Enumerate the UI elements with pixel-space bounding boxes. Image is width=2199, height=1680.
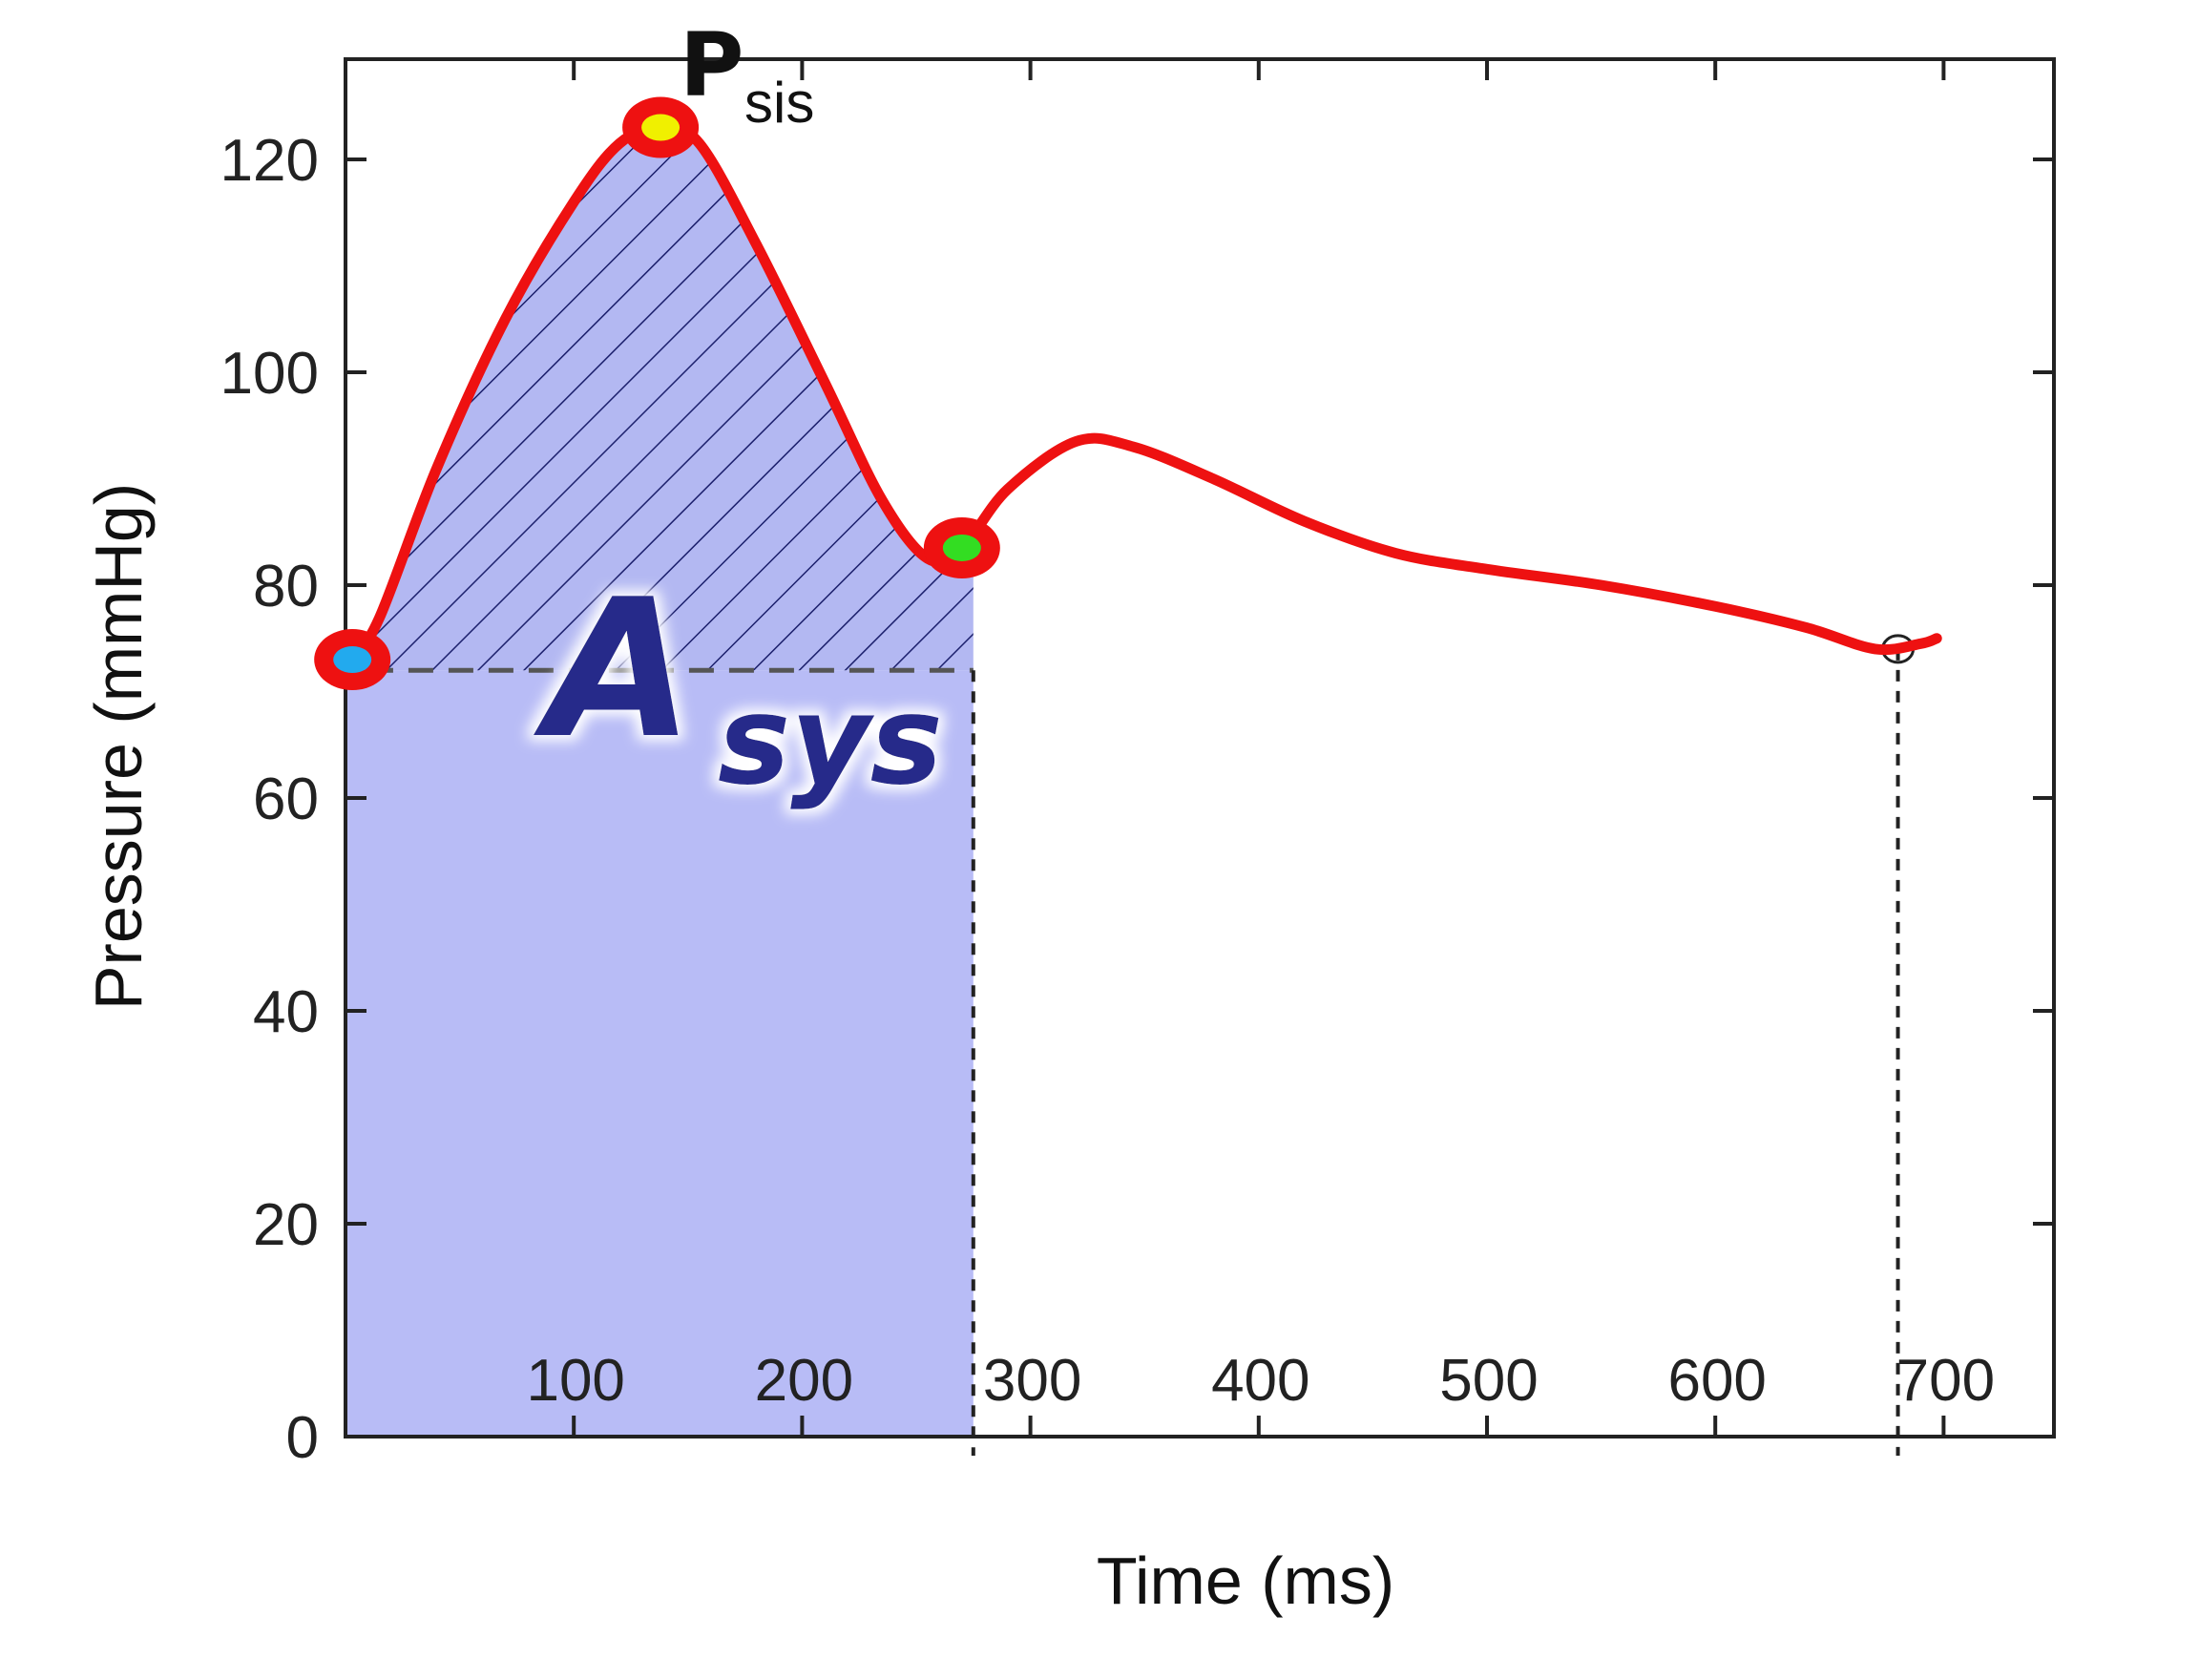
- y-tick-label: 20: [253, 1192, 319, 1258]
- x-axis-ticks: 100 200 300 400 500 600 700: [526, 59, 1995, 1437]
- y-tick-label: 60: [253, 766, 319, 832]
- marker-dot: [333, 646, 372, 674]
- x-tick-label: 600: [1667, 1348, 1766, 1414]
- y-axis-ticks: 0 20 40 60 80 100 120: [220, 128, 2054, 1471]
- y-tick-label: 40: [253, 979, 319, 1045]
- asys-label: A: [534, 558, 694, 781]
- x-tick-label: 100: [526, 1348, 624, 1414]
- psis-label: P: [680, 14, 743, 116]
- x-tick-label: 400: [1211, 1348, 1309, 1414]
- x-axis-title: Time (ms): [1097, 1544, 1394, 1618]
- systolic-area-fill: [346, 670, 974, 1437]
- y-tick-label: 80: [253, 554, 319, 620]
- x-tick-label: 200: [755, 1348, 853, 1414]
- marker-dot: [942, 534, 981, 561]
- y-axis-title: Pressure (mmHg): [81, 483, 156, 1010]
- y-tick-label: 0: [286, 1405, 319, 1471]
- curve-markers: [314, 96, 1000, 691]
- psis-subscript: sis: [744, 71, 814, 135]
- plot-frame: [344, 57, 2056, 1438]
- systolic-hatched-area: [352, 127, 974, 671]
- x-tick-label: 300: [983, 1348, 1081, 1414]
- marker-dot: [641, 114, 681, 141]
- asys-subscript: sys: [718, 670, 943, 812]
- x-tick-label: 500: [1439, 1348, 1538, 1414]
- y-tick-label: 120: [220, 128, 319, 194]
- x-tick-label: 700: [1896, 1348, 1995, 1414]
- psis-annotation: P sis: [680, 14, 814, 135]
- y-tick-label: 100: [220, 341, 319, 407]
- asys-annotation: A sys: [534, 558, 943, 812]
